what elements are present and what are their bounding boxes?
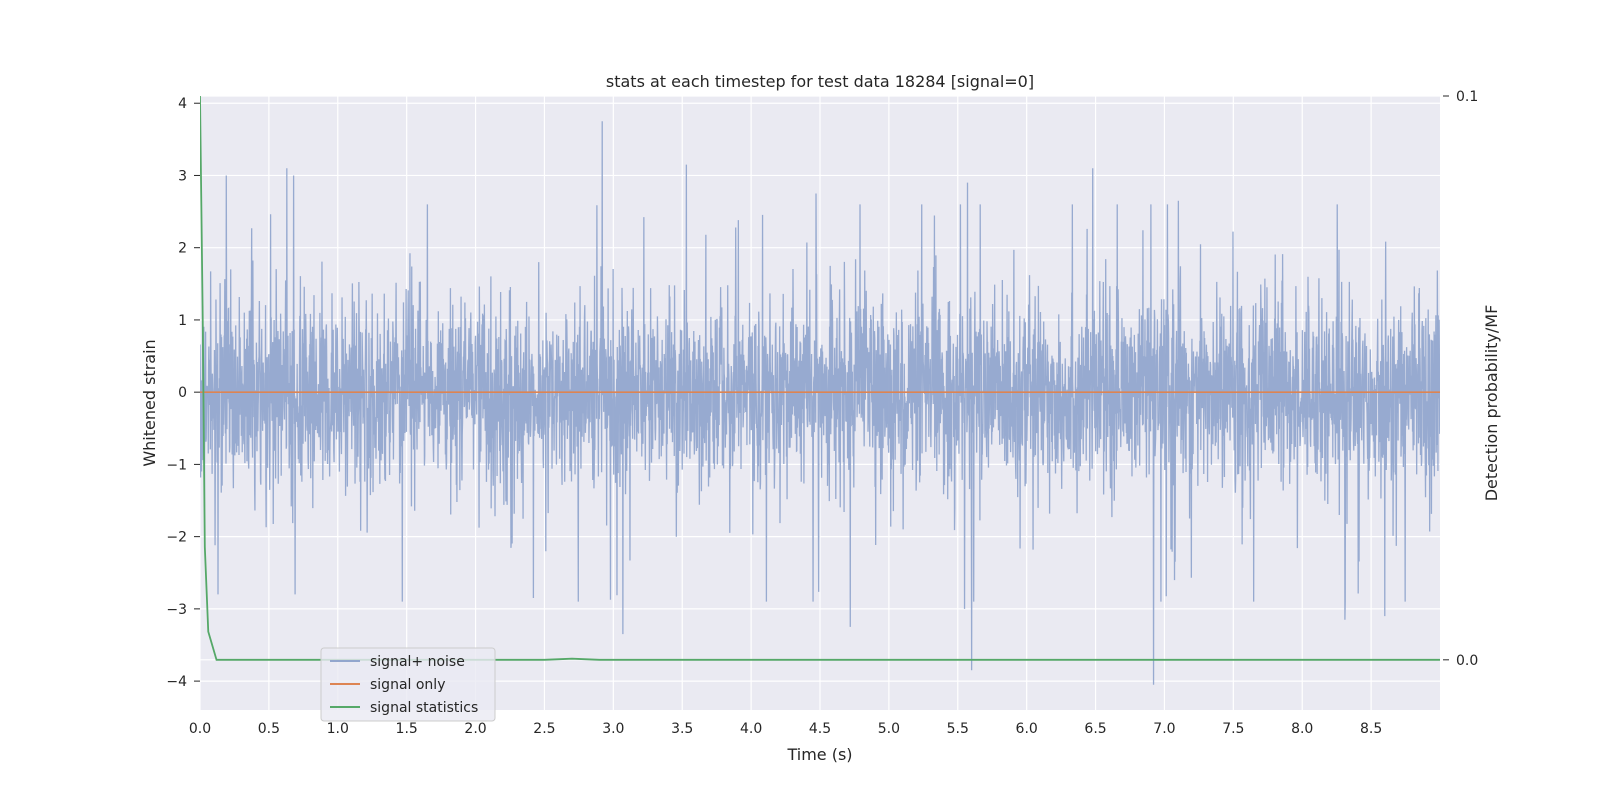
x-tick-label: 4.5 [809, 721, 831, 737]
ticks: 0.0 0.5 1.0 1.5 2.0 2.5 3.0 3.5 4.0 4.5 5.0 5.5 6.0 6… [166, 89, 1478, 737]
x-tick-label: 6.0 [1016, 721, 1038, 737]
legend-label-signal-noise: signal+ noise [370, 654, 465, 670]
y-tick-label: 4 [178, 96, 187, 112]
y-tick-label: −3 [166, 602, 187, 618]
y2-axis-label: Detection probability/MF [1482, 305, 1501, 502]
x-tick-label: 7.5 [1222, 721, 1244, 737]
x-tick-label: 8.5 [1360, 721, 1382, 737]
y-tick-label: 3 [178, 168, 187, 184]
x-tick-label: 0.5 [258, 721, 280, 737]
x-tick-label: 3.0 [602, 721, 624, 737]
x-tick-label: 4.0 [740, 721, 762, 737]
x-tick-label: 2.5 [533, 721, 555, 737]
legend-label-signal-only: signal only [370, 677, 445, 693]
y-tick-label: 0 [178, 385, 187, 401]
y-tick-label: −2 [166, 530, 187, 546]
x-tick-label: 8.0 [1291, 721, 1313, 737]
y-tick-label: −1 [166, 457, 187, 473]
series-signal-noise-line [200, 121, 1440, 685]
y-tick-label: 2 [178, 241, 187, 257]
y-tick-label: −4 [166, 674, 187, 690]
x-tick-label: 5.0 [878, 721, 900, 737]
y-axis-label: Whitened strain [140, 339, 159, 466]
y2-tick-label: 0.0 [1456, 653, 1478, 669]
x-tick-label: 1.5 [396, 721, 418, 737]
x-tick-label: 3.5 [671, 721, 693, 737]
x-tick-label: 0.0 [189, 721, 211, 737]
x-tick-label: 2.0 [464, 721, 486, 737]
x-tick-label: 5.5 [947, 721, 969, 737]
legend: signal+ noise signal only signal statist… [320, 647, 496, 722]
series-signal-statistics-line [200, 96, 1440, 661]
x-tick-label: 6.5 [1084, 721, 1106, 737]
y2-tick-label: 0.1 [1456, 89, 1478, 105]
legend-label-signal-statistics: signal statistics [370, 700, 478, 716]
y-tick-label: 1 [178, 313, 187, 329]
x-tick-label: 1.0 [327, 721, 349, 737]
plot-lines [200, 96, 1440, 685]
chart-title: stats at each timestep for test data 182… [606, 72, 1034, 91]
legend-box [320, 647, 496, 722]
x-tick-label: 7.0 [1153, 721, 1175, 737]
x-axis-label: Time (s) [786, 745, 852, 764]
